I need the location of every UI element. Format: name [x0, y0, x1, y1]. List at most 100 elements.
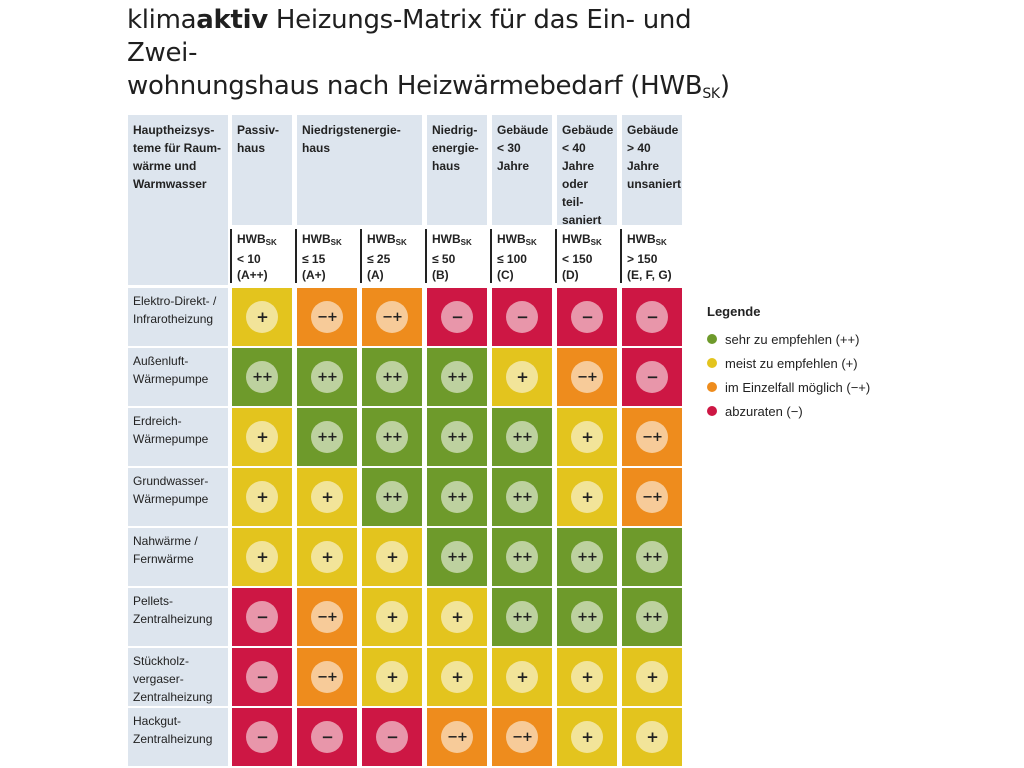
hwb-text: HWB [432, 232, 461, 246]
rating-cell-mostly-recommended: + [362, 528, 422, 586]
hwb-label: HWBSK [432, 231, 482, 251]
rating-cell-mostly-recommended: + [232, 468, 292, 526]
rating-cell-mostly-recommended: + [557, 708, 617, 766]
rating-cell-mostly-recommended: + [492, 648, 552, 706]
rating-cell-very-recommended: ++ [427, 528, 487, 586]
hwb-threshold-header: HWBSK ≤ 100 (C) [492, 227, 552, 285]
rating-cell-very-recommended: ++ [362, 348, 422, 406]
hwb-label: HWBSK [367, 231, 417, 251]
rating-cell-mostly-recommended: + [492, 348, 552, 406]
rating-badge: − [636, 301, 668, 333]
column-group-header: Niedrig- energie- haus [427, 115, 487, 225]
hwb-subscript: SK [590, 238, 602, 247]
rating-cell-possible: −+ [297, 288, 357, 346]
title-subscript: SK [702, 86, 720, 102]
hwb-label: HWBSK [627, 231, 677, 251]
rating-badge: ++ [376, 421, 408, 453]
row-label: Hackgut- Zentralheizung [128, 708, 228, 766]
row-label: Erdreich- Wärmepumpe [128, 408, 228, 466]
rating-cell-mostly-recommended: + [557, 648, 617, 706]
rating-badge: ++ [441, 481, 473, 513]
legend-color-dot [707, 334, 717, 344]
hwb-threshold: ≤ 50 [432, 252, 456, 266]
hwb-label: HWBSK [562, 231, 612, 251]
rating-cell-very-recommended: ++ [492, 588, 552, 646]
rating-badge: ++ [311, 361, 343, 393]
rating-cell-very-recommended: ++ [492, 528, 552, 586]
rating-badge: ++ [441, 541, 473, 573]
energy-class: (A) [367, 268, 384, 282]
rating-cell-mostly-recommended: + [622, 708, 682, 766]
hwb-subscript: SK [265, 238, 277, 247]
column-divider [490, 229, 492, 283]
rating-badge: + [571, 721, 603, 753]
row-label: Grundwasser- Wärmepumpe [128, 468, 228, 526]
hwb-threshold-header: HWBSK ≤ 15 (A+) [297, 227, 357, 285]
title-text: Heizungs-Matrix für das Ein- und Zwei- [127, 5, 692, 68]
hwb-threshold-header: HWBSK < 10 (A++) [232, 227, 292, 285]
legend: Legende sehr zu empfehlen (++) meist zu e… [707, 304, 870, 423]
rating-badge: ++ [246, 361, 278, 393]
rating-cell-not-recommended: − [427, 288, 487, 346]
hwb-label: HWBSK [497, 231, 547, 251]
rating-badge: + [246, 481, 278, 513]
rating-badge: + [246, 301, 278, 333]
rating-badge: + [571, 661, 603, 693]
column-divider [555, 229, 557, 283]
rating-badge: + [376, 541, 408, 573]
rating-cell-mostly-recommended: + [297, 528, 357, 586]
rating-cell-very-recommended: ++ [232, 348, 292, 406]
rating-cell-possible: −+ [297, 648, 357, 706]
rating-badge: ++ [506, 421, 538, 453]
page-title: klimaaktiv Heizungs-Matrix für das Ein- … [127, 4, 747, 111]
rating-badge: + [506, 361, 538, 393]
rating-cell-not-recommended: − [232, 648, 292, 706]
column-group-header: Gebäude < 40 Jahre oder teil- saniert [557, 115, 617, 227]
column-divider [230, 229, 232, 283]
energy-class: (A++) [237, 268, 268, 282]
rating-badge: + [571, 481, 603, 513]
rating-badge: + [376, 601, 408, 633]
energy-class: (E, F, G) [627, 268, 672, 282]
legend-color-dot [707, 382, 717, 392]
rating-cell-not-recommended: − [492, 288, 552, 346]
column-divider [425, 229, 427, 283]
hwb-subscript: SK [330, 238, 342, 247]
rating-badge: ++ [636, 541, 668, 573]
hwb-threshold: ≤ 25 [367, 252, 391, 266]
hwb-subscript: SK [395, 238, 407, 247]
rating-cell-very-recommended: ++ [427, 468, 487, 526]
rating-badge: ++ [506, 601, 538, 633]
hwb-text: HWB [497, 232, 526, 246]
legend-label: sehr zu empfehlen (++) [725, 331, 860, 347]
rating-cell-possible: −+ [622, 408, 682, 466]
legend-item: meist zu empfehlen (+) [707, 351, 870, 375]
column-group-header: Passiv- haus [232, 115, 292, 225]
rating-cell-mostly-recommended: + [232, 408, 292, 466]
rating-cell-very-recommended: ++ [362, 468, 422, 526]
rating-badge: −+ [571, 361, 603, 393]
rating-cell-possible: −+ [297, 588, 357, 646]
column-divider [360, 229, 362, 283]
rating-badge: ++ [376, 481, 408, 513]
column-group-header: Gebäude < 30 Jahre [492, 115, 552, 225]
column-divider [620, 229, 622, 283]
row-label: Elektro-Direkt- / Infrarotheizung [128, 288, 228, 346]
corner-header: Hauptheizsys- teme für Raum- wärme und W… [128, 115, 228, 285]
rating-badge: − [636, 361, 668, 393]
hwb-text: HWB [627, 232, 656, 246]
hwb-threshold-header: HWBSK ≤ 25 (A) [362, 227, 422, 285]
rating-cell-possible: −+ [557, 348, 617, 406]
rating-cell-very-recommended: ++ [622, 528, 682, 586]
hwb-text: HWB [237, 232, 266, 246]
rating-badge: ++ [506, 541, 538, 573]
legend-item: abzuraten (−) [707, 399, 870, 423]
rating-badge: ++ [571, 601, 603, 633]
hwb-subscript: SK [460, 238, 472, 247]
row-label: Nahwärme / Fernwärme [128, 528, 228, 586]
rating-badge: − [246, 721, 278, 753]
rating-badge: −+ [311, 301, 343, 333]
column-divider [295, 229, 297, 283]
rating-badge: ++ [636, 601, 668, 633]
rating-cell-mostly-recommended: + [427, 648, 487, 706]
